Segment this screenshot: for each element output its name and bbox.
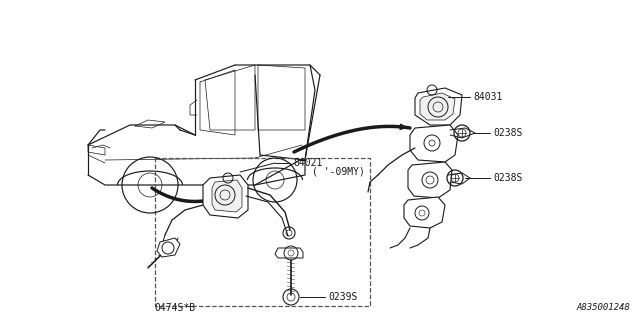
Text: A835001248: A835001248 xyxy=(576,303,630,312)
Polygon shape xyxy=(212,180,242,212)
Text: ( '-09MY): ( '-09MY) xyxy=(312,166,365,176)
Bar xyxy=(155,158,370,306)
Polygon shape xyxy=(157,238,180,257)
Text: 0474S*B: 0474S*B xyxy=(154,303,196,313)
Polygon shape xyxy=(420,93,455,120)
Polygon shape xyxy=(410,125,458,162)
Text: 0238S: 0238S xyxy=(493,128,522,138)
Text: 84021: 84021 xyxy=(293,158,323,168)
Polygon shape xyxy=(404,197,445,228)
Polygon shape xyxy=(415,88,462,125)
Text: 0239S: 0239S xyxy=(328,292,357,302)
Text: 84031: 84031 xyxy=(473,92,502,102)
Polygon shape xyxy=(275,248,303,258)
Polygon shape xyxy=(408,162,452,198)
Text: 0238S: 0238S xyxy=(493,173,522,183)
Polygon shape xyxy=(203,175,248,218)
